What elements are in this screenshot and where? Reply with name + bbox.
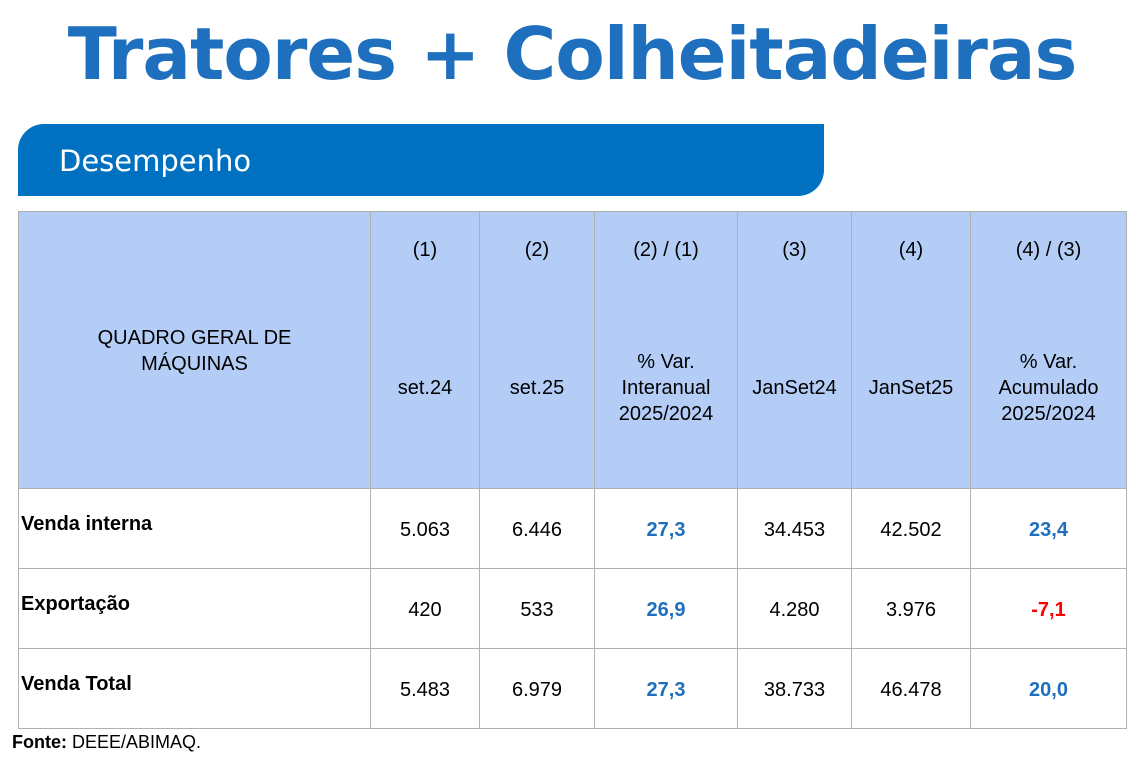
header-label: % Var. Interanual 2025/2024 xyxy=(618,351,714,425)
section-title: Desempenho xyxy=(59,144,252,178)
row-label: Venda interna xyxy=(18,488,371,569)
header-num: (4) / (3) xyxy=(1015,239,1082,261)
header-cell: QUADRO GERAL DE MÁQUINAS xyxy=(18,211,371,489)
cell-variation: 23,4 xyxy=(970,488,1127,569)
cell: 420 xyxy=(370,568,480,649)
header-cell: (2) / (1) % Var. Interanual 2025/2024 xyxy=(594,211,738,489)
cell: 5.483 xyxy=(370,648,480,729)
table-row: Venda Total 5.483 6.979 27,3 38.733 46.4… xyxy=(18,648,1127,729)
header-label: % Var. Acumulado 2025/2024 xyxy=(998,351,1099,425)
cell: 6.446 xyxy=(479,488,595,569)
cell: 42.502 xyxy=(851,488,971,569)
header-label: set.25 xyxy=(509,377,565,399)
header-label: QUADRO GERAL DE MÁQUINAS xyxy=(97,327,292,375)
machines-table: QUADRO GERAL DE MÁQUINAS (1) set.24 (2) se… xyxy=(18,211,1127,729)
header-cell: (4) JanSet25 xyxy=(851,211,971,489)
source-label: Fonte: xyxy=(12,732,67,752)
source-value: DEEE/ABIMAQ. xyxy=(66,732,202,752)
cell: 46.478 xyxy=(851,648,971,729)
cell-variation: 27,3 xyxy=(594,488,738,569)
row-label: Exportação xyxy=(18,568,371,649)
cell: 3.976 xyxy=(851,568,971,649)
header-label: JanSet25 xyxy=(868,377,954,399)
header-cell: (4) / (3) % Var. Acumulado 2025/2024 xyxy=(970,211,1127,489)
header-cell: (2) set.25 xyxy=(479,211,595,489)
cell: 5.063 xyxy=(370,488,480,569)
cell: 38.733 xyxy=(737,648,852,729)
section-banner: Desempenho xyxy=(18,124,824,196)
header-num: (1) xyxy=(412,239,438,261)
source-note: Fonte: DEEE/ABIMAQ. xyxy=(12,732,201,753)
header-cell: (1) set.24 xyxy=(370,211,480,489)
table-row: Venda interna 5.063 6.446 27,3 34.453 42… xyxy=(18,488,1127,569)
header-num: (2) / (1) xyxy=(633,239,699,261)
cell-variation: -7,1 xyxy=(970,568,1127,649)
header-label: set.24 xyxy=(397,377,453,399)
cell: 533 xyxy=(479,568,595,649)
cell: 34.453 xyxy=(737,488,852,569)
cell: 4.280 xyxy=(737,568,852,649)
header-label: JanSet24 xyxy=(752,377,837,399)
header-num: (4) xyxy=(898,239,924,261)
cell-variation: 26,9 xyxy=(594,568,738,649)
row-label: Venda Total xyxy=(18,648,371,729)
page-title: Tratores + Colheitadeiras xyxy=(67,12,1078,96)
cell-variation: 27,3 xyxy=(594,648,738,729)
table-row: Exportação 420 533 26,9 4.280 3.976 -7,1 xyxy=(18,568,1127,649)
header-num: (2) xyxy=(524,239,550,261)
cell-variation: 20,0 xyxy=(970,648,1127,729)
header-cell: (3) JanSet24 xyxy=(737,211,852,489)
header-row: QUADRO GERAL DE MÁQUINAS (1) set.24 (2) se… xyxy=(18,211,1127,489)
header-num: (3) xyxy=(782,239,807,261)
cell: 6.979 xyxy=(479,648,595,729)
